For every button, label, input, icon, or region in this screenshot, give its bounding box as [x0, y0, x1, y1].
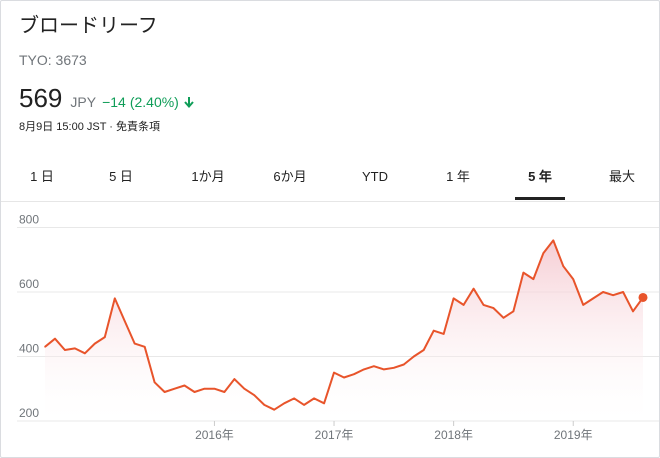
data-point [243, 387, 246, 390]
timestamp-disclaimer: 8月9日 15:00 JST · 免責条項 [19, 121, 161, 133]
data-point [492, 307, 495, 309]
price-row: 569 JPY −14 (2.40%) [19, 83, 641, 113]
data-point [512, 310, 515, 313]
data-point [422, 349, 425, 351]
data-point [84, 352, 86, 355]
x-tick-label: 2016年 [195, 428, 234, 442]
data-point [353, 373, 355, 376]
data-point [572, 278, 575, 280]
data-point [323, 402, 325, 405]
data-point [303, 404, 305, 406]
data-point [373, 365, 375, 367]
data-point [383, 368, 385, 371]
data-point [183, 384, 186, 387]
data-point [143, 346, 146, 348]
data-point [54, 337, 56, 340]
data-point [363, 368, 365, 371]
price-chart-svg: 200 400 600 800 2016年 2017年 2018年 2019年 [17, 212, 659, 442]
data-point [562, 265, 565, 267]
last-price-marker [638, 292, 648, 302]
x-tick-label: 2017年 [315, 428, 354, 442]
data-point [393, 366, 395, 369]
x-tick-label: 2018年 [434, 428, 473, 442]
data-point [283, 402, 286, 405]
data-point [632, 310, 634, 313]
price-currency: JPY [70, 94, 97, 110]
data-point [203, 387, 206, 390]
data-point [522, 271, 525, 274]
data-point [104, 336, 106, 338]
data-point [333, 371, 335, 374]
data-point [123, 320, 126, 322]
data-point [472, 287, 475, 290]
data-point [94, 342, 96, 345]
tab-1-month[interactable]: 1か月 [191, 169, 225, 184]
data-point [582, 304, 584, 306]
stock-header: ブロードリーフ TYO: 3673 569 JPY −14 (2.40%) 8月… [19, 13, 641, 135]
data-point [153, 381, 156, 384]
price-chart: 200 400 600 800 2016年 2017年 2018年 2019年 [1, 203, 659, 457]
tab-5-days[interactable]: 5 日 [109, 169, 133, 184]
price-area-fill [45, 240, 643, 421]
tab-1-year[interactable]: 1 年 [446, 169, 470, 184]
data-point [213, 387, 216, 390]
price-change-percent: (2.40%) [129, 94, 179, 110]
y-tick-label: 400 [19, 341, 39, 355]
price-value: 569 [19, 83, 63, 113]
data-point [552, 239, 555, 242]
price-change: −14 [102, 94, 126, 110]
data-point [193, 391, 196, 393]
data-point [542, 252, 545, 255]
company-name: ブロードリーフ [19, 15, 158, 37]
data-point [462, 304, 465, 306]
y-tick-label: 800 [19, 212, 39, 226]
data-point [622, 291, 624, 293]
data-point [502, 316, 505, 319]
data-point [223, 391, 226, 393]
data-point [412, 355, 415, 358]
data-point [233, 378, 236, 380]
data-point [313, 397, 315, 400]
data-point [532, 278, 535, 280]
data-point [602, 291, 604, 293]
tab-5-years[interactable]: 5 年 [515, 159, 565, 200]
data-point [592, 297, 594, 300]
ticker-symbol: TYO: 3673 [19, 52, 87, 68]
tab-ytd[interactable]: YTD [362, 169, 388, 184]
data-point [452, 297, 455, 300]
data-point [273, 408, 276, 411]
data-point [403, 363, 405, 366]
data-point [442, 333, 445, 335]
data-point [133, 342, 136, 345]
data-point [44, 346, 46, 348]
tab-max[interactable]: 最大 [608, 169, 635, 184]
tab-6-months[interactable]: 6か月 [273, 169, 307, 184]
data-point [74, 347, 76, 350]
data-point [293, 397, 295, 400]
data-point [343, 376, 345, 379]
data-point [253, 394, 256, 396]
tab-1-day[interactable]: 1 日 [30, 169, 54, 184]
data-point [64, 349, 66, 351]
data-point [432, 329, 435, 332]
x-tick-label: 2019年 [554, 428, 593, 442]
down-arrow-icon [183, 95, 195, 109]
data-point [173, 387, 176, 390]
data-point [612, 294, 614, 296]
y-tick-label: 600 [19, 277, 39, 291]
y-tick-label: 200 [19, 406, 39, 420]
time-range-tabs: 1 日 5 日 1か月 6か月 YTD 1 年 5 年 最大 [1, 159, 659, 202]
data-point [163, 391, 166, 393]
data-point [482, 304, 485, 306]
data-point [263, 404, 266, 406]
data-point [113, 297, 116, 300]
